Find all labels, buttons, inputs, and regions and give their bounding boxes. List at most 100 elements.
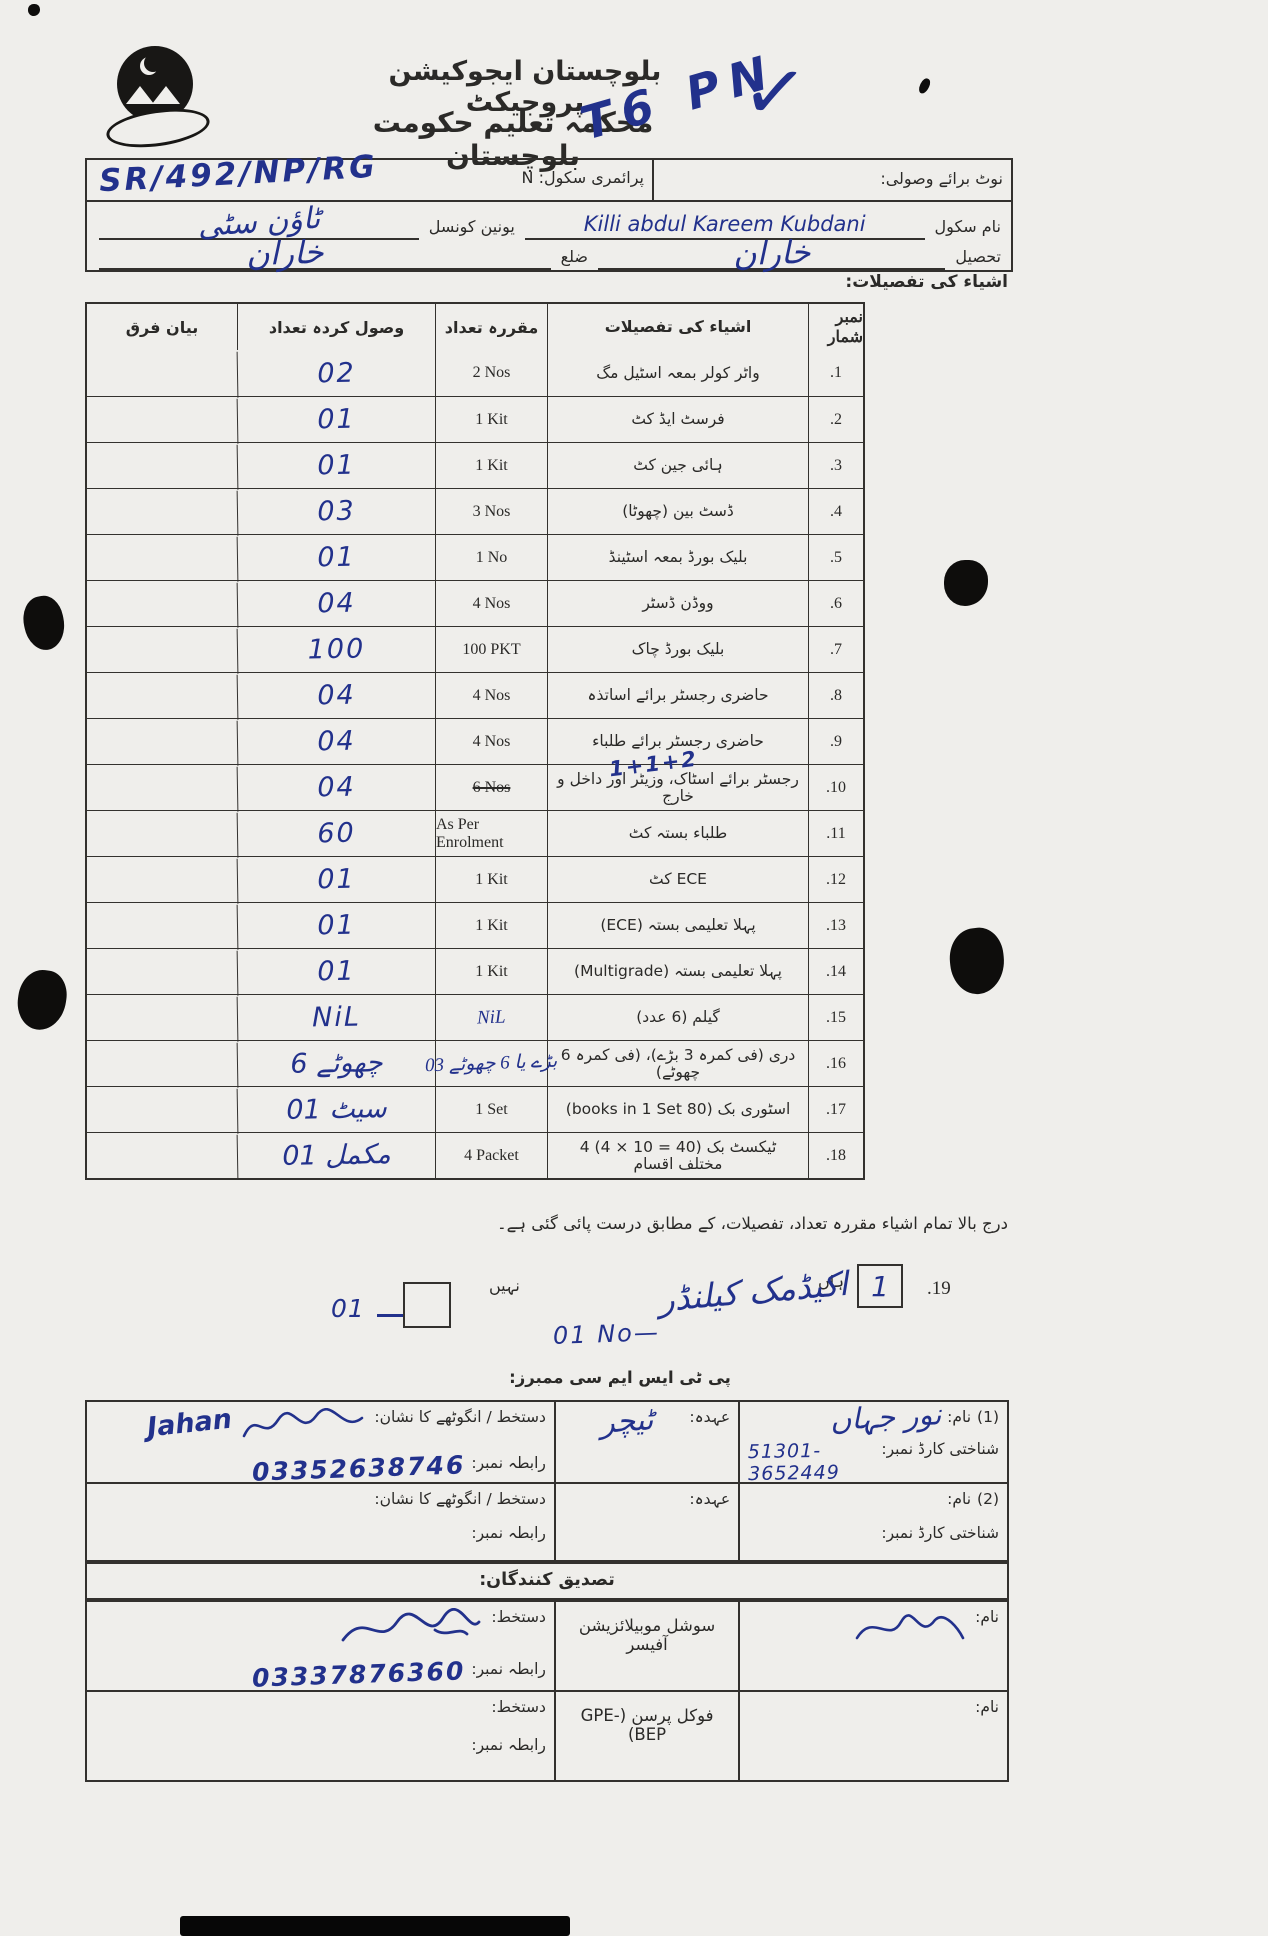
table-row: .8 حاضری رجسٹر برائے اساتذہ 4 Nos 04	[87, 671, 863, 720]
item-received-qty-handwritten: 60	[236, 809, 436, 858]
table-row: .3 ہائی جین کٹ 1 Kit 01	[87, 441, 863, 490]
item-fixed-qty-text: As Per Enrolment	[436, 815, 504, 851]
verifier1-role: سوشل موبیلائزیشن آفیسر	[553, 1602, 738, 1690]
header-difference: بیان فرق	[125, 317, 199, 337]
item-serial: .17	[808, 1087, 863, 1132]
tehsil-label: تحصیل	[955, 247, 1001, 266]
item-details-text: دری (فی کمرہ 3 بڑے)، (فی کمرہ 6 چھوٹے)	[560, 1046, 796, 1081]
info-row-note: SR/492/NP/RG پرائمری سکول: N نوٹ برائے و…	[87, 149, 1011, 202]
member2-number: (2)	[977, 1490, 999, 1508]
item-serial: .15	[808, 995, 863, 1040]
item-difference	[87, 857, 237, 902]
signature-label: دستخط / انگوٹھے کا نشان:	[374, 1490, 546, 1508]
item-difference	[87, 489, 237, 534]
member2-designation-cell: عہدہ:	[553, 1484, 738, 1562]
item-fixed-qty: 1 Kit	[435, 397, 547, 442]
primary-school-label: پرائمری سکول: N	[521, 168, 644, 187]
academic-calendar-handwritten: اکیڈمک کیلنڈر	[656, 1263, 850, 1320]
item-details-text: ٹیکسٹ بک (40 = 10 × 4) 4 مختلف اقسام	[579, 1138, 777, 1173]
item-fixed-qty-text: 4 Nos	[472, 732, 511, 750]
item-fixed-qty-text: 1 Kit	[475, 916, 508, 934]
item-serial: .10	[808, 765, 863, 810]
item-fixed-qty: 1 Kit	[435, 949, 547, 994]
school-name-label: نام سکول	[934, 217, 1001, 236]
item-difference	[87, 535, 237, 580]
divider	[652, 160, 654, 200]
item-serial: .18	[808, 1133, 863, 1178]
school-name-value: Killi abdul Kareem Kubdani	[583, 212, 866, 236]
item-received-qty-handwritten: 01	[236, 947, 436, 996]
id-card-label: شناختی کارڈ نمبر:	[881, 1524, 999, 1542]
item-serial: .5	[808, 535, 863, 580]
id-card-label: شناختی کارڈ نمبر:	[881, 1440, 999, 1458]
item-details: ECE کٹ	[547, 857, 808, 902]
scan-artifact	[14, 966, 70, 1034]
row19-serial: .19	[927, 1278, 951, 1299]
member1-signature-cell: دستخط / انگوٹھے کا نشان: Jahan رابطہ نمب…	[87, 1402, 554, 1487]
item-details-text: پہلا تعلیمی بستہ (Multigrade)	[574, 962, 782, 981]
designation-label: عہدہ:	[689, 1408, 731, 1426]
table-row: .14 پہلا تعلیمی بستہ (Multigrade) 1 Kit …	[87, 947, 863, 996]
item-fixed-qty: 1 Kit	[435, 857, 547, 902]
item-difference	[87, 1087, 237, 1132]
item-difference	[87, 765, 237, 810]
contact-label: رابطہ نمبر:	[471, 1454, 546, 1472]
item-details: حاضری رجسٹر برائے طلباء	[547, 719, 808, 764]
scan-artifact	[28, 4, 40, 16]
item-fixed-qty: 1 Set	[435, 1087, 547, 1132]
item-serial: .13	[808, 903, 863, 948]
verifiers-title: تصدیق کنندگان:	[87, 1562, 1007, 1600]
table-row: .12 ECE کٹ 1 Kit 01	[87, 855, 863, 904]
table-row: .2 فرسٹ ایڈ کٹ 1 Kit 01	[87, 395, 863, 444]
scan-artifact	[944, 560, 988, 606]
no-checkbox	[403, 1282, 451, 1328]
item-difference	[87, 673, 237, 718]
item-received-qty-handwritten: 01	[236, 441, 436, 490]
member1-designation-value: ٹیچر	[598, 1402, 655, 1441]
item-details-text: پہلا تعلیمی بستہ (ECE)	[600, 916, 756, 935]
item-serial: .9	[808, 719, 863, 764]
item-fixed-qty: 4 Packet	[435, 1133, 547, 1178]
table-row: .4 ڈسٹ بین (چھوٹا) 3 Nos 03	[87, 487, 863, 536]
item-received-qty-handwritten: 01 سیٹ	[236, 1085, 436, 1134]
item-details-text: ڈسٹ بین (چھوٹا)	[622, 502, 734, 521]
item-details-text: ووڈن ڈسٹر	[642, 594, 714, 613]
item-difference	[87, 350, 237, 396]
item-serial: .7	[808, 627, 863, 672]
item-details-text: بلیک بورڈ چاک	[631, 640, 725, 659]
item-details-text: ECE کٹ	[649, 870, 707, 889]
item-difference	[87, 397, 237, 442]
checkmark-icon: ✓	[737, 44, 812, 142]
item-details: گیلم (6 عدد)	[547, 995, 808, 1040]
scan-artifact	[917, 76, 932, 96]
tehsil-field: خاران	[598, 233, 946, 273]
member1-number: (1)	[977, 1408, 999, 1426]
item-serial: .11	[808, 811, 863, 856]
item-serial: .14	[808, 949, 863, 994]
item-received-qty-handwritten: 01	[236, 901, 436, 950]
member1-name-cell: (1) نام: نور جہاں شناختی کارڈ نمبر: 5130…	[738, 1397, 1007, 1485]
item-fixed-qty-text: 4 Packet	[464, 1146, 519, 1164]
academic-calendar-row: .19 اکیڈمک کیلنڈر ہاں 1 01 No— نہیں 01	[85, 1256, 1010, 1366]
table-row: .10 رجسٹر برائے اسٹاک، وزیٹر اور داخل و …	[87, 747, 863, 812]
member1-contact-value: 03352638746	[251, 1450, 466, 1487]
item-difference	[87, 811, 237, 856]
item-difference	[87, 1041, 237, 1086]
scan-artifact	[180, 1916, 570, 1936]
verifier1-signature-cell: دستخط: رابطہ نمبر: 03337876360	[87, 1602, 554, 1693]
yes-checkbox: 1	[857, 1264, 903, 1308]
item-details-text: حاضری رجسٹر برائے طلباء	[592, 732, 764, 751]
handwritten-dash	[377, 1314, 403, 1317]
item-details: ہائی جین کٹ	[547, 443, 808, 488]
signature-scribble	[238, 1408, 368, 1448]
item-details: فرسٹ ایڈ کٹ	[547, 397, 808, 442]
union-council-label: یونین کونسل	[428, 217, 515, 236]
item-received-qty-handwritten: 01	[236, 395, 436, 444]
member1-designation-cell: عہدہ: ٹیچر	[553, 1402, 738, 1482]
item-difference	[87, 627, 237, 672]
item-details: پہلا تعلیمی بستہ (ECE)	[547, 903, 808, 948]
verification-footnote: درج بالا تمام اشیاء مقررہ تعداد، تفصیلات…	[497, 1214, 1008, 1233]
signature-scribble	[849, 1608, 969, 1652]
item-fixed-qty-text: 1 No	[475, 548, 508, 566]
item-fixed-qty: 100 PKT	[435, 627, 547, 672]
